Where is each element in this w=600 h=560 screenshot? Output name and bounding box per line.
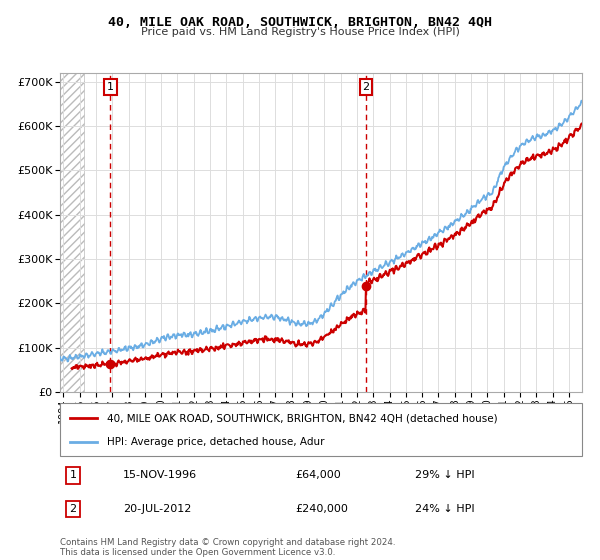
Text: 2: 2 [70, 504, 77, 514]
FancyBboxPatch shape [60, 403, 582, 456]
Text: £240,000: £240,000 [295, 504, 348, 514]
Text: Price paid vs. HM Land Registry's House Price Index (HPI): Price paid vs. HM Land Registry's House … [140, 27, 460, 37]
Text: Contains HM Land Registry data © Crown copyright and database right 2024.
This d: Contains HM Land Registry data © Crown c… [60, 538, 395, 557]
Text: 29% ↓ HPI: 29% ↓ HPI [415, 470, 475, 480]
Text: £64,000: £64,000 [295, 470, 341, 480]
Text: 24% ↓ HPI: 24% ↓ HPI [415, 504, 475, 514]
Text: 20-JUL-2012: 20-JUL-2012 [122, 504, 191, 514]
Text: HPI: Average price, detached house, Adur: HPI: Average price, detached house, Adur [107, 436, 325, 446]
Text: 1: 1 [107, 82, 114, 92]
Text: 15-NOV-1996: 15-NOV-1996 [122, 470, 197, 480]
Text: 40, MILE OAK ROAD, SOUTHWICK, BRIGHTON, BN42 4QH (detached house): 40, MILE OAK ROAD, SOUTHWICK, BRIGHTON, … [107, 413, 497, 423]
Text: 2: 2 [362, 82, 370, 92]
Text: 1: 1 [70, 470, 77, 480]
Bar [60, 73, 85, 392]
Text: 40, MILE OAK ROAD, SOUTHWICK, BRIGHTON, BN42 4QH: 40, MILE OAK ROAD, SOUTHWICK, BRIGHTON, … [108, 16, 492, 29]
